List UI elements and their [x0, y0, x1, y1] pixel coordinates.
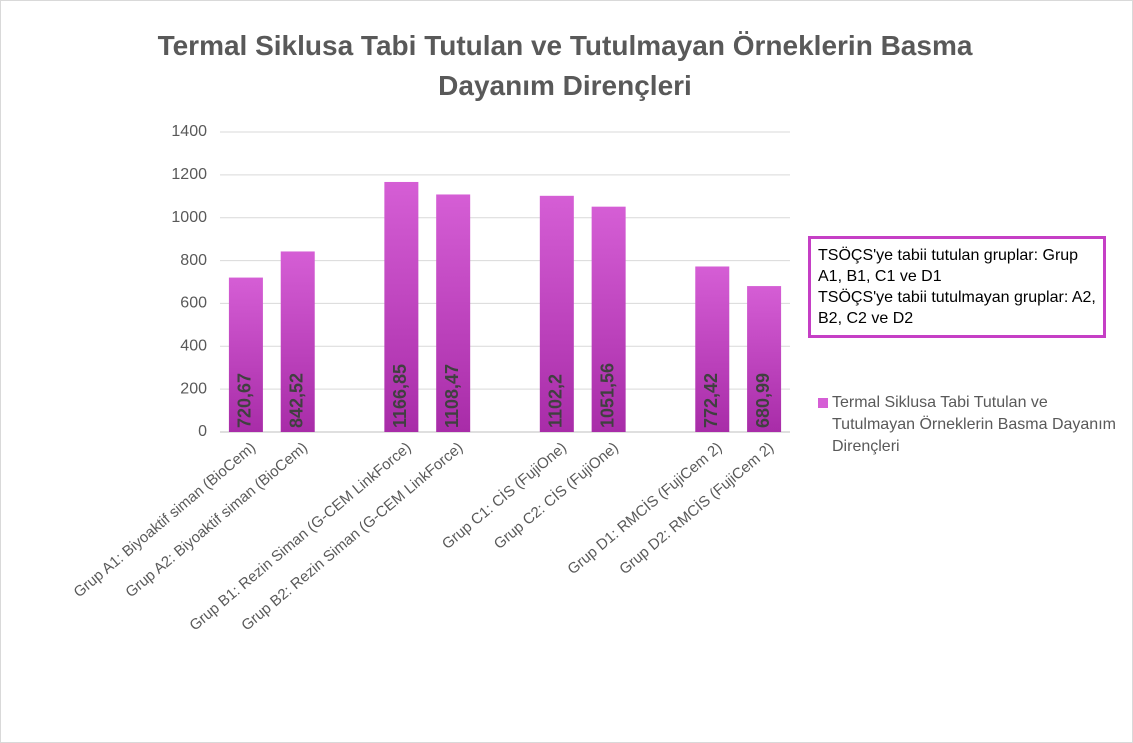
legend: Termal Siklusa Tabi Tutulan ve Tutulmaya… — [818, 392, 1118, 458]
x-tick-label: Grup A1: Biyoaktif siman (BioCem) — [71, 439, 259, 601]
bar — [436, 194, 471, 432]
y-tick-label: 1000 — [171, 209, 207, 226]
chart-title: Termal Siklusa Tabi Tutulan ve Tutulmaya… — [157, 30, 973, 101]
y-tick-label: 0 — [198, 423, 207, 440]
data-label: 1108,47 — [442, 364, 462, 428]
y-tick-label: 1200 — [171, 166, 207, 183]
bar — [695, 266, 730, 432]
legend-label: Termal Siklusa Tabi Tutulan ve Tutulmaya… — [832, 394, 1116, 455]
annotation-box: TSÖÇS'ye tabii tutulan gruplar: Grup A1,… — [808, 236, 1106, 338]
annotation-line: TSÖÇS'ye tabii tutulan gruplar: Grup A1,… — [818, 247, 1079, 285]
data-label: 842,52 — [286, 373, 306, 428]
bar — [591, 206, 626, 432]
data-label: 1051,56 — [597, 363, 617, 428]
y-tick-label: 800 — [180, 252, 207, 269]
data-label: 1102,2 — [546, 374, 566, 428]
data-label: 720,67 — [235, 373, 255, 428]
data-label: 1166,85 — [390, 364, 410, 428]
bar — [228, 277, 263, 432]
y-tick-label: 400 — [180, 338, 207, 355]
y-tick-label: 600 — [180, 295, 207, 312]
legend-swatch — [818, 398, 828, 408]
y-tick-label: 200 — [180, 380, 207, 397]
y-tick-label: 1400 — [171, 123, 207, 140]
bar — [747, 286, 782, 432]
bar — [539, 195, 574, 432]
data-label: 680,99 — [753, 373, 773, 428]
data-label: 772,42 — [701, 373, 721, 428]
bar — [280, 251, 315, 432]
annotation-line: TSÖÇS'ye tabii tutulmayan gruplar: A2, B… — [818, 289, 1096, 327]
bar — [384, 181, 419, 432]
